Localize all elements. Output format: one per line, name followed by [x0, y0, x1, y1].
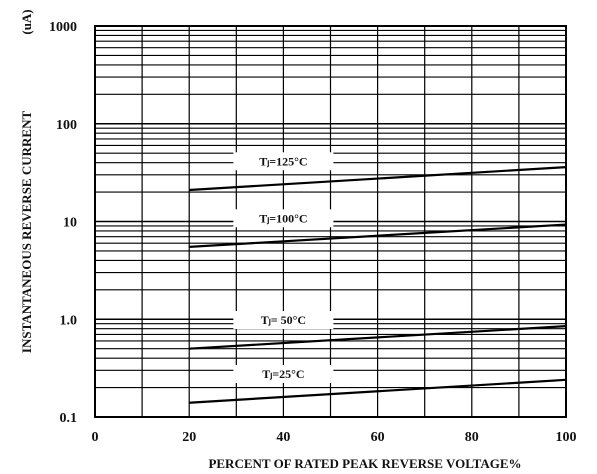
series-label-background [233, 209, 334, 228]
x-axis-title: PERCENT OF RATED PEAK REVERSE VOLTAGE% [208, 456, 521, 471]
series-label-background [233, 311, 334, 330]
x-tick-label: 40 [276, 430, 290, 445]
series-line-1 [189, 223, 567, 248]
x-tick-label: 100 [556, 430, 577, 445]
x-tick-label: 0 [92, 430, 99, 445]
series-labels: Tⱼ=125°C Tⱼ=100°C Tⱼ= 50°C Tⱼ=25°C [233, 152, 334, 383]
series-lines [189, 166, 567, 404]
series-line-2 [189, 325, 567, 350]
y-axis-unit: (uA) [19, 9, 34, 34]
grid [94, 25, 567, 418]
series-label-3: Tⱼ=25°C [262, 367, 304, 381]
series-line-0 [189, 166, 567, 192]
y-tick-label: 1000 [49, 20, 77, 35]
series-label-2: Tⱼ= 50°C [261, 313, 306, 327]
x-tick-label: 20 [182, 430, 196, 445]
series-label-1: Tⱼ=100°C [259, 211, 307, 225]
y-tick-label: 100 [56, 118, 77, 133]
series-line-3 [189, 378, 567, 404]
series-label-background [233, 364, 334, 383]
series-label-0: Tⱼ=125°C [259, 154, 307, 168]
x-tick-label: 60 [371, 430, 385, 445]
plot-frame [94, 25, 567, 418]
y-axis-title: INSTANTANEOUS REVERSE CURRENT [19, 111, 34, 354]
y-tick-label: 1.0 [60, 313, 78, 328]
tick-labels: 0 20 40 60 80 100 0.1 1.0 10 100 1000 [49, 20, 577, 445]
x-tick-label: 80 [465, 430, 479, 445]
series-label-background [233, 152, 334, 171]
y-tick-label: 10 [63, 216, 77, 231]
y-tick-label: 0.1 [60, 411, 78, 426]
